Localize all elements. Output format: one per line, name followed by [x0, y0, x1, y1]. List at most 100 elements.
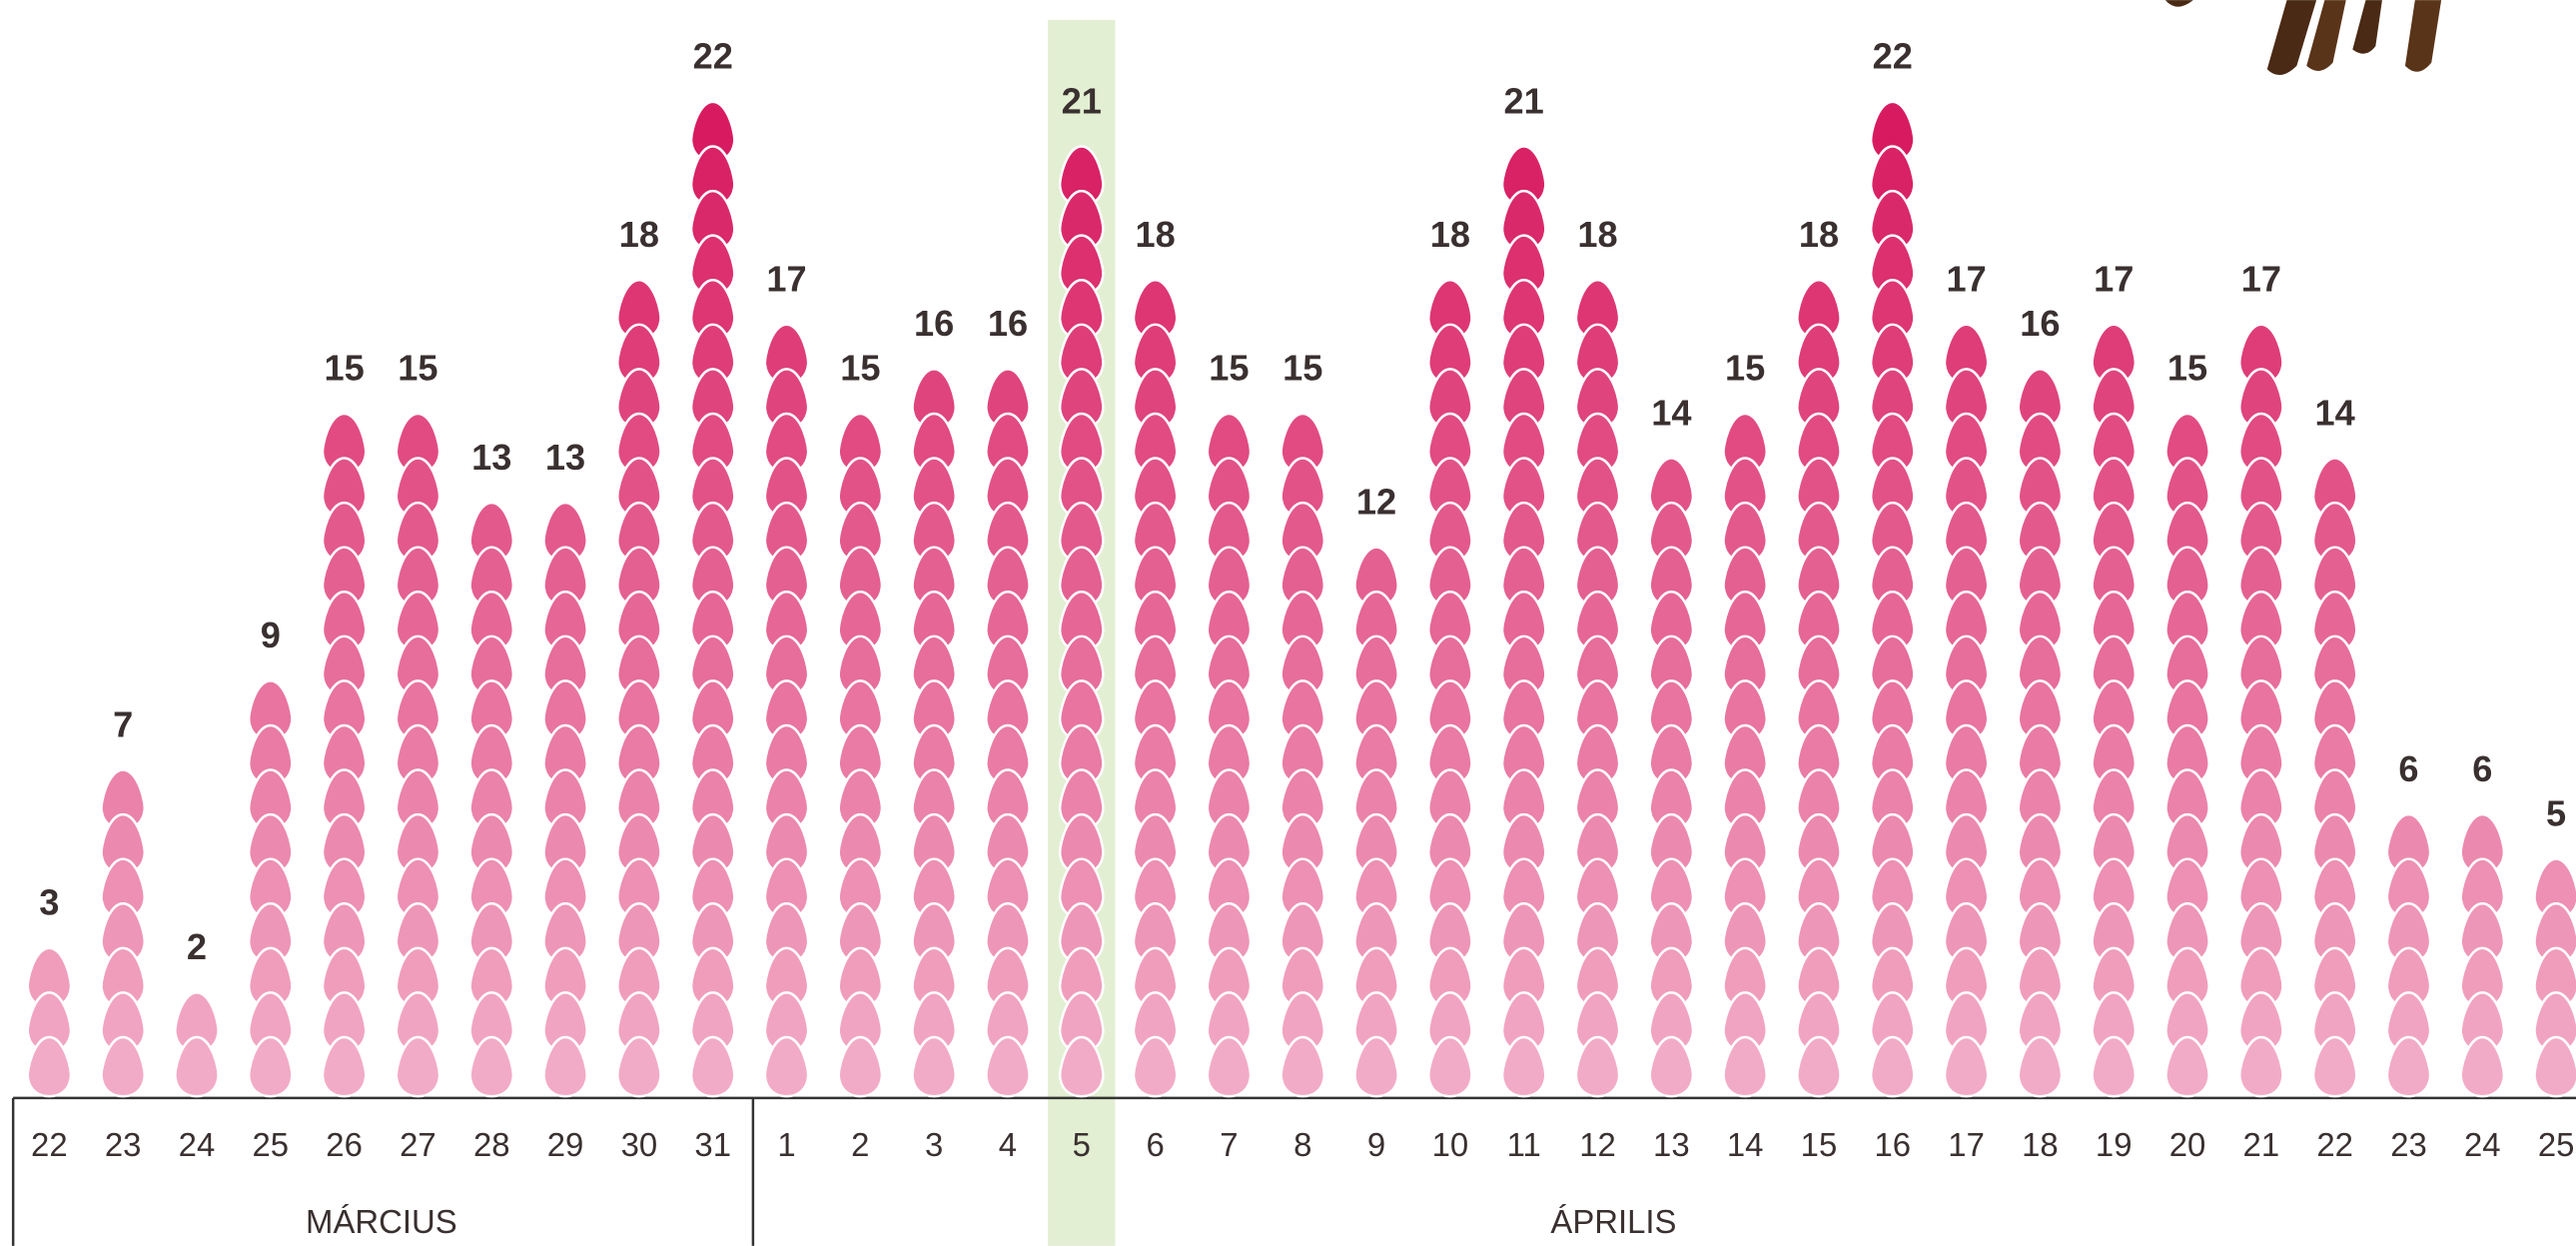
- day-label: 3: [925, 1126, 943, 1163]
- egg: [321, 1035, 368, 1098]
- value-label: 7: [113, 703, 133, 744]
- egg: [1427, 1035, 1473, 1098]
- decoration: [2164, 0, 2442, 76]
- day-label: 9: [1367, 1126, 1385, 1163]
- value-label: 16: [988, 303, 1028, 344]
- egg: [1206, 1035, 1253, 1098]
- twig: [2266, 0, 2317, 76]
- egg-stack: [2385, 812, 2432, 1098]
- egg-stack: [1206, 412, 1253, 1098]
- egg: [616, 1035, 662, 1098]
- egg: [468, 1035, 515, 1098]
- day-label: 24: [2464, 1126, 2501, 1163]
- egg-stack: [1353, 546, 1399, 1098]
- day-label: 31: [694, 1126, 731, 1163]
- egg: [1574, 1035, 1621, 1098]
- value-label: 5: [2546, 792, 2566, 833]
- egg: [2164, 1035, 2210, 1098]
- egg: [26, 1035, 73, 1098]
- egg-stack: [2459, 812, 2506, 1098]
- egg: [2459, 1035, 2506, 1098]
- egg-stack: [985, 368, 1031, 1098]
- day-label: 25: [253, 1126, 290, 1163]
- day-label: 26: [326, 1126, 363, 1163]
- egg-stack: [1796, 279, 1842, 1098]
- egg: [395, 1035, 441, 1098]
- egg-stack: [689, 100, 736, 1098]
- value-label: 15: [324, 348, 364, 389]
- day-label: 17: [1948, 1126, 1985, 1163]
- day-label: 28: [473, 1126, 510, 1163]
- egg: [1870, 1035, 1916, 1098]
- value-label: 17: [2094, 259, 2134, 300]
- value-label: 2: [187, 926, 207, 967]
- day-label: 23: [2390, 1126, 2427, 1163]
- egg-stack: [2017, 368, 2064, 1098]
- egg-stack: [2533, 857, 2576, 1098]
- day-label: 20: [2169, 1126, 2206, 1163]
- value-label: 17: [1946, 259, 1986, 300]
- egg: [2385, 1035, 2432, 1098]
- egg-stack: [837, 412, 884, 1098]
- egg-stack: [1132, 279, 1179, 1098]
- day-label: 13: [1653, 1126, 1690, 1163]
- day-label: 10: [1432, 1126, 1469, 1163]
- egg: [689, 1035, 736, 1098]
- value-label: 18: [1430, 214, 1470, 255]
- egg: [2017, 1035, 2064, 1098]
- day-label: 2: [851, 1126, 869, 1163]
- egg: [2533, 1035, 2576, 1098]
- egg: [100, 1035, 146, 1098]
- egg: [1132, 1035, 1179, 1098]
- day-label: 16: [1874, 1126, 1911, 1163]
- egg: [248, 1035, 294, 1098]
- egg: [1648, 1035, 1695, 1098]
- egg-stack: [1059, 145, 1105, 1098]
- value-label: 18: [1577, 214, 1617, 255]
- day-label: 4: [999, 1126, 1017, 1163]
- day-label: 12: [1579, 1126, 1616, 1163]
- value-label: 6: [2398, 748, 2418, 789]
- value-label: 13: [545, 437, 585, 478]
- value-label: 3: [39, 882, 59, 923]
- egg-stack: [1427, 279, 1473, 1098]
- day-label: 21: [2243, 1126, 2280, 1163]
- egg-stack: [2311, 457, 2358, 1098]
- egg-stack: [1648, 457, 1695, 1098]
- egg-stack: [1574, 279, 1621, 1098]
- value-label: 15: [1283, 348, 1322, 389]
- egg-stack: [395, 412, 441, 1098]
- month-label: MÁRCIUS: [306, 1203, 457, 1240]
- value-label: 18: [1799, 214, 1839, 255]
- value-label: 17: [2241, 259, 2281, 300]
- value-label: 15: [398, 348, 437, 389]
- value-label: 18: [619, 214, 659, 255]
- value-label: 15: [1209, 348, 1249, 389]
- value-label: 6: [2472, 748, 2492, 789]
- egg-stack: [2091, 323, 2138, 1098]
- day-label: 19: [2096, 1126, 2133, 1163]
- egg: [985, 1035, 1031, 1098]
- day-label: 25: [2538, 1126, 2575, 1163]
- value-label: 15: [840, 348, 880, 389]
- egg: [837, 1035, 884, 1098]
- value-label: 22: [693, 36, 733, 77]
- day-label: 24: [179, 1126, 216, 1163]
- value-label: 21: [1062, 80, 1102, 121]
- day-label: 5: [1073, 1126, 1091, 1163]
- day-label: 18: [2022, 1126, 2059, 1163]
- egg-stack: [1722, 412, 1768, 1098]
- egg: [2091, 1035, 2138, 1098]
- egg-stack: [1943, 323, 1990, 1098]
- day-label: 14: [1727, 1126, 1764, 1163]
- egg: [174, 1035, 220, 1098]
- egg: [2311, 1035, 2358, 1098]
- egg: [1059, 1035, 1105, 1098]
- egg-stack: [1870, 100, 1916, 1098]
- day-label: 15: [1801, 1126, 1838, 1163]
- day-label: 22: [31, 1126, 68, 1163]
- value-label: 12: [1356, 481, 1396, 522]
- day-label: 27: [400, 1126, 436, 1163]
- egg-stack: [1500, 145, 1547, 1098]
